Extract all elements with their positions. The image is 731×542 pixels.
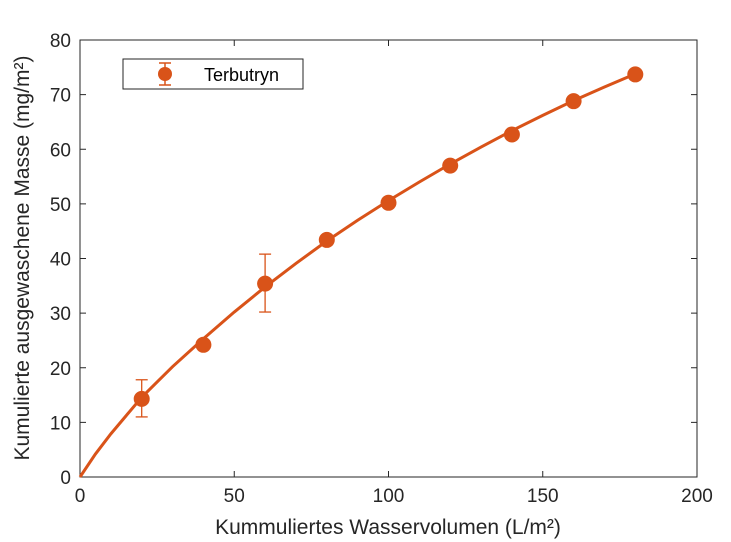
y-tick-label: 20 (50, 359, 71, 380)
data-point (503, 126, 520, 143)
legend-box (122, 58, 304, 90)
data-point (565, 93, 582, 110)
data-point (257, 275, 274, 292)
y-axis: 0 10 20 30 40 50 60 70 80 (50, 31, 697, 489)
data-point (133, 390, 150, 407)
x-tick-label: 50 (224, 486, 245, 507)
plot-area (79, 39, 698, 478)
data-point (318, 231, 335, 248)
x-axis: 0 50 100 150 200 (75, 40, 713, 507)
x-tick-label: 200 (681, 486, 713, 507)
y-tick-label: 60 (50, 140, 71, 161)
data-point (195, 336, 212, 353)
y-tick-label: 30 (50, 304, 71, 325)
data-point (442, 157, 459, 174)
x-tick-label: 150 (527, 486, 559, 507)
data-point (627, 66, 644, 83)
legend-marker-icon (158, 67, 172, 81)
data-point (380, 194, 397, 211)
legend: Terbutryn (122, 58, 304, 90)
legend-label: Terbutryn (204, 65, 279, 85)
x-tick-label: 0 (75, 486, 86, 507)
y-tick-label: 80 (50, 31, 71, 52)
y-tick-label: 70 (50, 86, 71, 107)
x-tick-label: 100 (373, 486, 405, 507)
y-axis-label: Kumulierte ausgewaschene Masse (mg/m²) (11, 56, 34, 461)
y-tick-label: 40 (50, 250, 71, 271)
y-tick-label: 50 (50, 195, 71, 216)
data-points (133, 66, 644, 407)
fit-curve (78, 72, 636, 478)
y-tick-label: 10 (50, 413, 71, 434)
x-axis-label: Kummuliertes Wasservolumen (L/m²) (215, 516, 561, 539)
y-tick-label: 0 (60, 468, 71, 489)
